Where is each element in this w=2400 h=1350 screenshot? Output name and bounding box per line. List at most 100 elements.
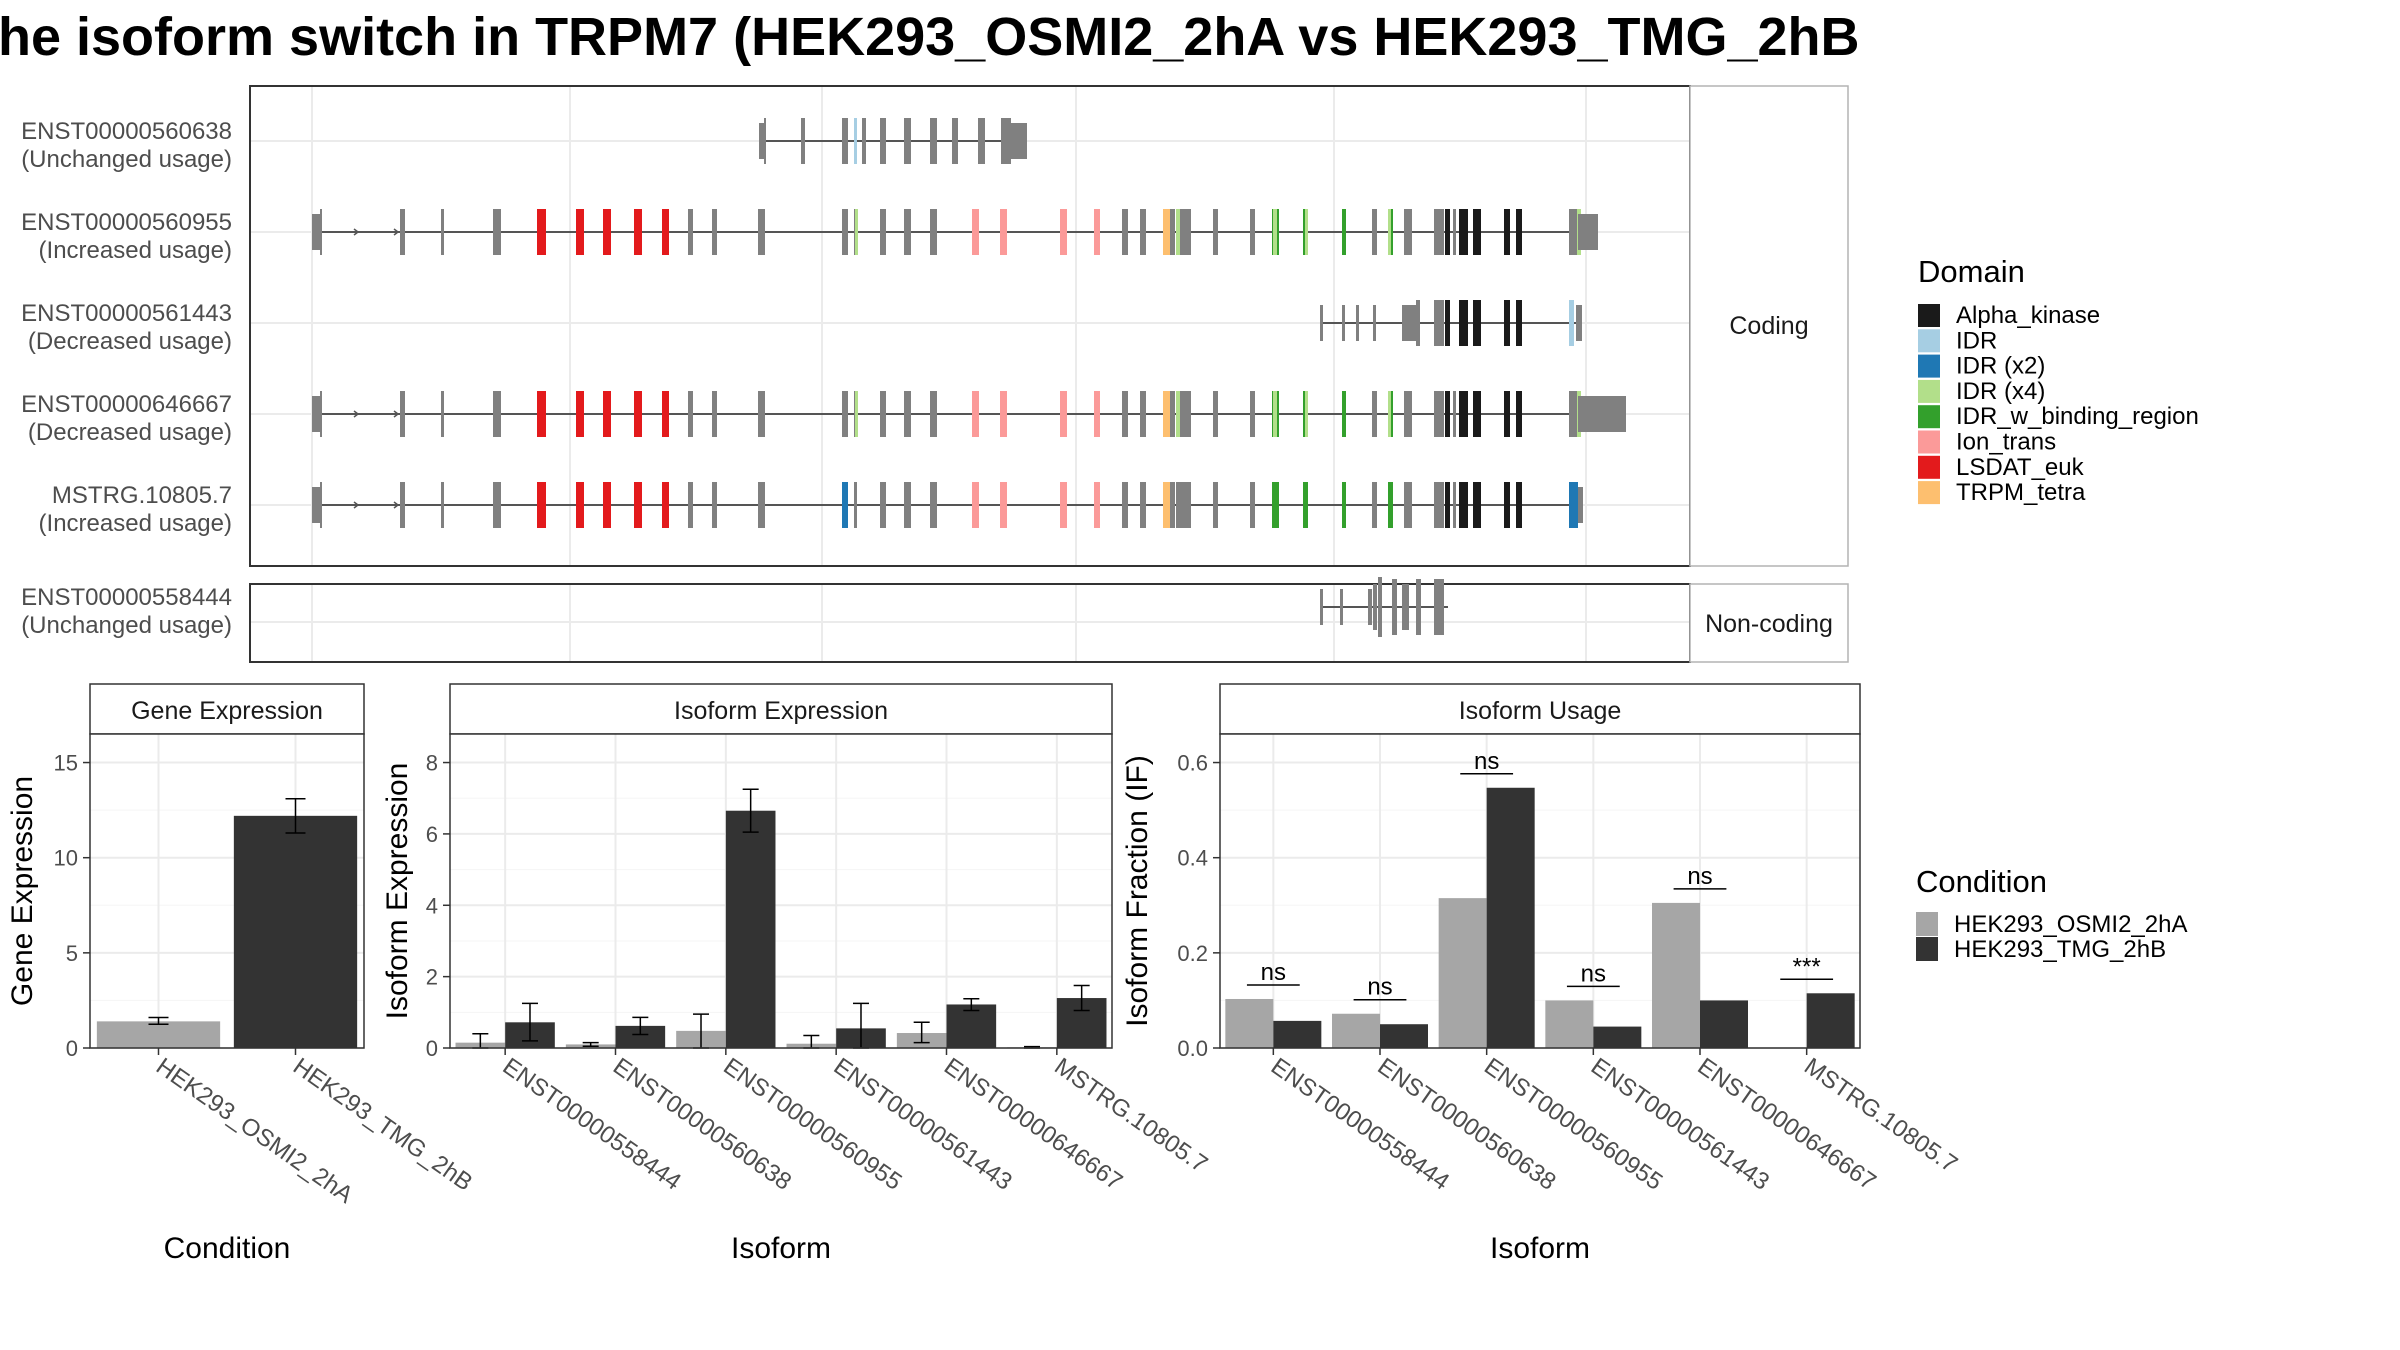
- exon-block: [1404, 209, 1412, 255]
- exon-block: [1060, 482, 1067, 528]
- exon-block: [1186, 391, 1191, 437]
- exon-block: [1473, 209, 1481, 255]
- y-tick-label: 5: [66, 941, 78, 966]
- chart-plot-bg: [1220, 734, 1860, 1048]
- exon-block: [1473, 300, 1481, 346]
- domain-legend-label: IDR_w_binding_region: [1956, 403, 2199, 430]
- strand-arrow: [353, 228, 360, 236]
- strand-arrow: [393, 501, 400, 509]
- exon-block: [320, 391, 322, 437]
- bar: [946, 1004, 997, 1048]
- transcript-id-label: MSTRG.10805.7: [52, 482, 232, 509]
- exon-block: [634, 391, 642, 437]
- exon-block: [758, 209, 765, 255]
- exon-block: [537, 209, 546, 255]
- exon-block: [1516, 391, 1522, 437]
- x-tick-label: ENST00000561443: [1586, 1053, 1774, 1196]
- x-tick-label: ENST00000560955: [1479, 1053, 1667, 1196]
- exon-block: [1373, 305, 1376, 341]
- y-tick-label: 0.4: [1177, 846, 1208, 871]
- exon-block: [493, 209, 501, 255]
- exon-block: [1163, 391, 1170, 437]
- exon-block: [904, 391, 911, 437]
- transcript-track: [1320, 577, 1448, 637]
- exon-block: [441, 209, 444, 255]
- exon-block: [1305, 209, 1308, 255]
- exon-block: [1473, 391, 1481, 437]
- domain-legend-swatch: [1918, 481, 1940, 505]
- x-axis-title: Isoform: [1490, 1232, 1590, 1265]
- exon-block: [1434, 209, 1444, 255]
- transcript-id-label: ENST00000560638: [21, 118, 232, 145]
- exon-block: [1504, 482, 1510, 528]
- exon-block: [1342, 305, 1345, 341]
- domain-legend-label: Ion_trans: [1956, 429, 2056, 456]
- y-tick-label: 0: [426, 1036, 438, 1061]
- exon-block: [1434, 300, 1444, 346]
- exon-block: [1356, 305, 1359, 341]
- exon-block: [880, 391, 886, 437]
- exon-block: [1340, 589, 1343, 625]
- strip-label-noncoding: Non-coding: [1705, 610, 1833, 638]
- exon-block: [1273, 209, 1277, 255]
- strand-arrow: [353, 501, 360, 509]
- exon-block: [880, 482, 886, 528]
- exon-block: [904, 209, 911, 255]
- domain-legend-label: LSDAT_euk: [1956, 454, 2085, 481]
- y-tick-label: 2: [426, 965, 438, 990]
- exon-block: [1213, 482, 1218, 528]
- exon-block: [688, 209, 693, 255]
- bar: [1438, 898, 1487, 1048]
- exon-block: [1416, 300, 1420, 346]
- exon-block: [576, 482, 584, 528]
- domain-legend-swatch: [1918, 430, 1940, 454]
- domain-legend-label: Alpha_kinase: [1956, 302, 2100, 329]
- transcript-track: [312, 482, 1583, 528]
- x-axis-title: Condition: [164, 1232, 291, 1265]
- domain-legend-swatch: [1918, 379, 1940, 403]
- exon-block: [1060, 209, 1067, 255]
- exon-block: [1453, 391, 1456, 437]
- exon-block: [1459, 300, 1468, 346]
- bar: [1332, 1013, 1380, 1048]
- chart-plot-frame: [89, 733, 365, 1049]
- exon-block: [1434, 391, 1444, 437]
- x-tick-label: ENST00000560638: [1373, 1053, 1561, 1196]
- chart-strip-title: Isoform Expression: [674, 697, 888, 725]
- exon-block: [1272, 482, 1279, 528]
- exon-block: [1416, 579, 1421, 635]
- bar: [233, 815, 358, 1048]
- exon-block: [1402, 305, 1416, 341]
- bar: [1486, 787, 1535, 1048]
- exon-block: [662, 209, 669, 255]
- x-tick-label: ENST00000646667: [939, 1053, 1127, 1196]
- x-tick-label: ENST00000561443: [829, 1053, 1017, 1196]
- y-tick-label: 10: [54, 846, 78, 871]
- exon-block: [1516, 300, 1522, 346]
- domain-legend-label: TRPM_tetra: [1956, 479, 2086, 506]
- exon-block: [1372, 209, 1377, 255]
- exon-block: [312, 487, 321, 523]
- exon-block: [801, 118, 805, 164]
- exon-block: [537, 482, 546, 528]
- significance-label: ***: [1793, 953, 1821, 980]
- exon-block: [1473, 482, 1481, 528]
- condition-legend-label: HEK293_OSMI2_2hA: [1954, 911, 2187, 938]
- chart-strip-title: Isoform Usage: [1459, 697, 1622, 725]
- exon-block: [1569, 391, 1577, 437]
- exon-block: [688, 482, 693, 528]
- significance-label: ns: [1581, 960, 1606, 987]
- exon-block: [400, 209, 405, 255]
- exon-block: [904, 118, 911, 164]
- exon-block: [1060, 391, 1067, 437]
- exon-block: [1001, 118, 1011, 164]
- bar: [1273, 1020, 1322, 1048]
- exon-block: [1402, 584, 1409, 630]
- exon-block: [712, 209, 717, 255]
- exon-block: [972, 482, 979, 528]
- transcript-id-label: ENST00000558444: [21, 584, 232, 611]
- exon-block: [842, 209, 848, 255]
- y-tick-label: 0: [66, 1036, 78, 1061]
- exon-block: [1504, 300, 1510, 346]
